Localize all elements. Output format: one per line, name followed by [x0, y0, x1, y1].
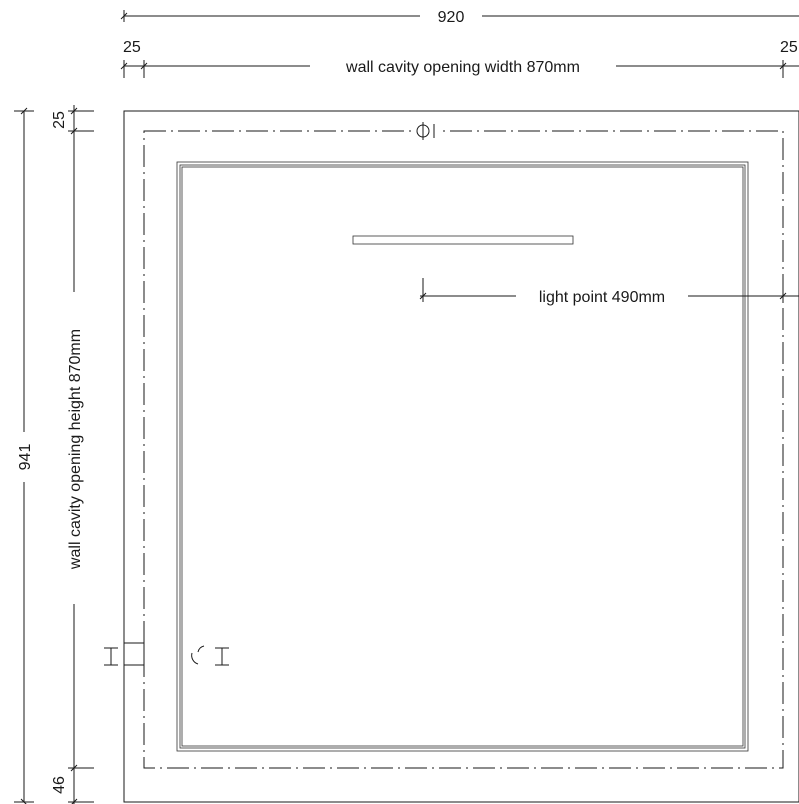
left-margin-label: 25 [123, 39, 141, 56]
cavity-height-dimension: 25 wall cavity opening height 870mm 46 [51, 105, 94, 804]
cavity-outline [143, 130, 784, 769]
light-point-dimension: light point 490mm [419, 278, 799, 306]
light-point-icon [412, 122, 438, 140]
switch-box-icon [104, 642, 145, 666]
top-margin-label: 25 [51, 111, 68, 129]
right-margin-label: 25 [780, 39, 798, 56]
outer-panel [123, 110, 799, 803]
cavity-width-dimension: 25 25 wall cavity opening width 870mm [120, 39, 799, 78]
overall-height-dimension: 941 [14, 107, 34, 804]
cavity-width-label: wall cavity opening width 870mm [345, 59, 580, 76]
overall-width-label: 920 [438, 9, 465, 26]
light-bar [352, 235, 574, 245]
cavity-height-label: wall cavity opening height 870mm [67, 329, 84, 570]
light-point-label: light point 490mm [539, 289, 665, 306]
overall-height-label: 941 [17, 444, 34, 471]
overall-width-dimension: 920 [120, 6, 799, 26]
bottom-margin-label: 46 [51, 776, 68, 794]
sensor-icon [191, 645, 229, 666]
cabinet-frame [176, 161, 749, 752]
